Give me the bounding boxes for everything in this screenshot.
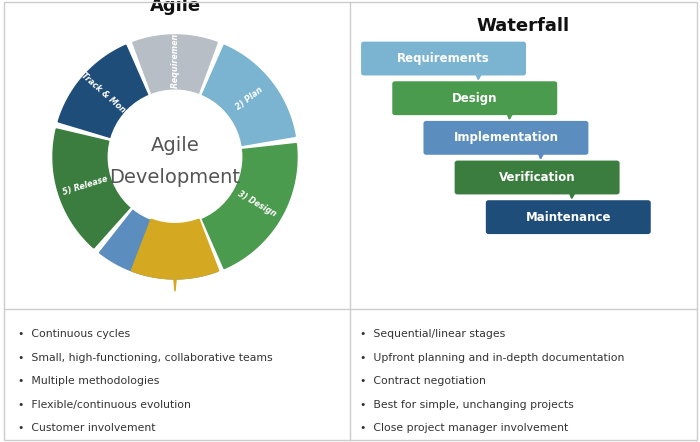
Polygon shape	[99, 210, 217, 279]
Text: •  Customer involvement: • Customer involvement	[18, 423, 155, 433]
Text: Agile: Agile	[150, 136, 200, 155]
Text: •  Best for simple, unchanging projects: • Best for simple, unchanging projects	[360, 400, 574, 410]
Text: Waterfall: Waterfall	[477, 17, 570, 34]
Polygon shape	[58, 45, 148, 138]
Text: Design: Design	[452, 91, 498, 105]
Text: •  Flexible/continuous evolution: • Flexible/continuous evolution	[18, 400, 190, 410]
Polygon shape	[202, 45, 295, 145]
Text: •  Contract negotiation: • Contract negotiation	[360, 376, 486, 386]
Text: Agile: Agile	[149, 0, 201, 15]
Circle shape	[108, 90, 241, 224]
Text: •  Continuous cycles: • Continuous cycles	[18, 329, 130, 339]
Text: •  Close project manager involvement: • Close project manager involvement	[360, 423, 568, 433]
FancyBboxPatch shape	[361, 42, 526, 76]
Text: •  Sequential/linear stages: • Sequential/linear stages	[360, 329, 505, 339]
Text: Implementation: Implementation	[454, 131, 559, 145]
Text: •  Upfront planning and in-depth documentation: • Upfront planning and in-depth document…	[360, 353, 625, 363]
Text: 5) Release: 5) Release	[62, 174, 108, 197]
Text: 6) Track & Monitor: 6) Track & Monitor	[70, 63, 139, 126]
Polygon shape	[133, 35, 217, 94]
Text: 1) Requirements: 1) Requirements	[171, 25, 179, 100]
FancyBboxPatch shape	[392, 81, 557, 115]
FancyBboxPatch shape	[486, 200, 651, 234]
Text: 2) Plan: 2) Plan	[234, 85, 265, 112]
Text: 4) Develop: 4) Develop	[152, 225, 169, 275]
Polygon shape	[132, 219, 218, 291]
Polygon shape	[53, 129, 131, 248]
Text: Development: Development	[109, 168, 241, 187]
Text: Maintenance: Maintenance	[526, 211, 611, 224]
Text: Requirements: Requirements	[397, 52, 490, 65]
Text: •  Multiple methodologies: • Multiple methodologies	[18, 376, 159, 386]
FancyBboxPatch shape	[454, 160, 620, 194]
Text: Verification: Verification	[499, 171, 575, 184]
FancyBboxPatch shape	[424, 121, 589, 155]
Text: 3) Design: 3) Design	[236, 190, 278, 219]
Text: •  Small, high-functioning, collaborative teams: • Small, high-functioning, collaborative…	[18, 353, 272, 363]
Polygon shape	[202, 144, 297, 269]
